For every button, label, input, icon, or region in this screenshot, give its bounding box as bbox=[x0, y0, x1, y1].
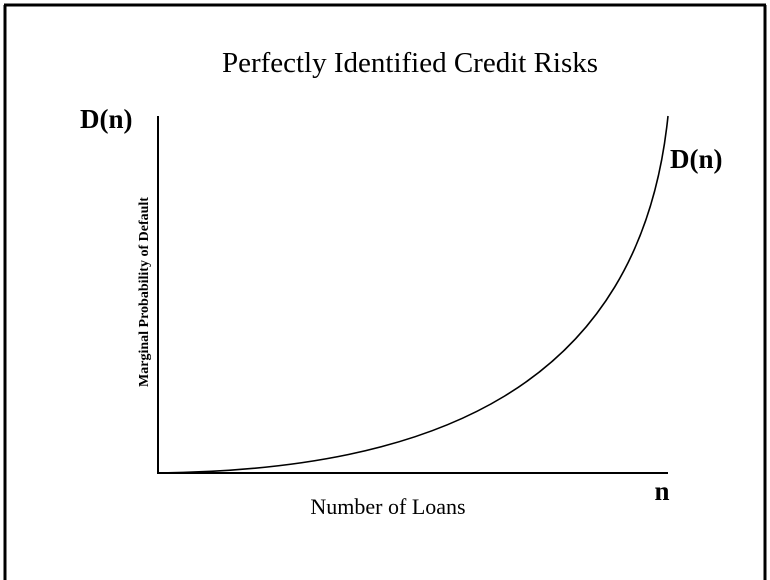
y-axis-end-label: D(n) bbox=[80, 104, 133, 134]
x-axis-title: Number of Loans bbox=[310, 494, 465, 519]
curve bbox=[157, 115, 669, 474]
y-axis-title: Marginal Probability of Default bbox=[137, 197, 152, 387]
title: Perfectly Identified Credit Risks bbox=[222, 47, 598, 79]
x-axis-end-label: n bbox=[654, 476, 669, 506]
curve-label: D(n) bbox=[670, 144, 723, 174]
